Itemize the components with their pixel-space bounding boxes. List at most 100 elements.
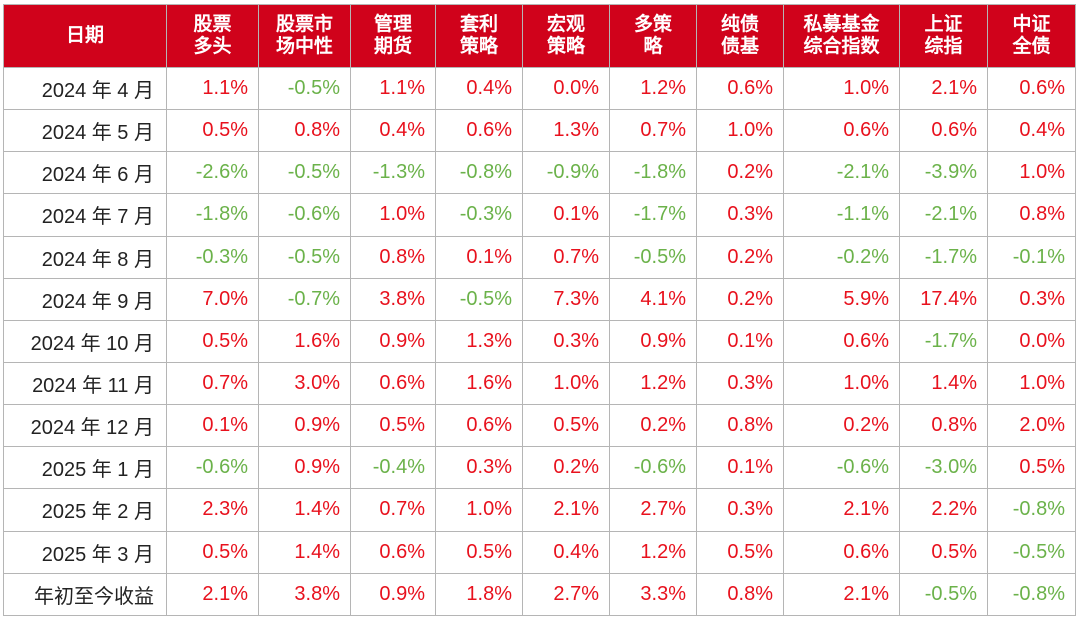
table-row: 2024 年 12 月 0.1% 0.9% 0.5% 0.6% 0.5% 0.2% 0.8% 0… [3,404,1076,448]
value-cell: -2.6% [166,151,259,195]
value-cell: -1.8% [166,193,259,237]
value-cell: -0.6% [609,446,697,490]
value-cell: 1.1% [350,66,436,111]
table-row: 2024 年 9 月 7.0% -0.7% 3.8% -0.5% 7.3% 4.1% 0.2%… [3,277,1076,321]
value-cell: 1.1% [166,66,259,111]
value-cell: -0.8% [435,151,523,195]
row-date-cell: 2024 年 5 月 [3,109,167,153]
value-cell: 0.1% [166,404,259,448]
value-cell: 2.0% [987,404,1076,448]
row-date-cell: 2024 年 7 月 [3,193,167,237]
value-cell: 0.6% [435,109,523,153]
row-date-cell: 2024 年 9 月 [3,277,167,321]
column-header-1: 股票 多头 [166,4,259,68]
value-cell: 0.6% [435,404,523,448]
value-cell: 0.7% [609,109,697,153]
value-cell: -0.4% [350,446,436,490]
value-cell: 2.1% [166,572,259,617]
value-cell: 0.9% [350,572,436,617]
value-cell: 0.2% [696,277,784,321]
value-cell: 0.4% [435,66,523,111]
value-cell: 1.0% [783,66,900,111]
value-cell: -0.5% [987,530,1076,574]
value-cell: 17.4% [899,277,988,321]
value-cell: 5.9% [783,277,900,321]
value-cell: 0.6% [899,109,988,153]
value-cell: 0.8% [696,572,784,617]
value-cell: 0.1% [696,446,784,490]
value-cell: 0.3% [435,446,523,490]
value-cell: -0.3% [166,235,259,279]
value-cell: 2.7% [609,488,697,532]
value-cell: 0.6% [783,530,900,574]
column-header-2: 股票市 场中性 [258,4,351,68]
table-row: 2025 年 2 月 2.3% 1.4% 0.7% 1.0% 2.1% 2.7% 0.3% 2.… [3,488,1076,532]
value-cell: 4.1% [609,277,697,321]
value-cell: -0.5% [258,235,351,279]
table-row: 2024 年 5 月 0.5% 0.8% 0.4% 0.6% 1.3% 0.7% 1.0% 0.… [3,109,1076,153]
column-header-9: 上证 综指 [899,4,988,68]
column-header-5: 宏观 策略 [522,4,610,68]
value-cell: 0.5% [166,109,259,153]
value-cell: 0.0% [987,319,1076,363]
value-cell: 1.6% [435,361,523,406]
value-cell: 1.3% [435,319,523,363]
value-cell: 0.2% [522,446,610,490]
value-cell: 0.3% [522,319,610,363]
column-header-8: 私募基金 综合指数 [783,4,900,68]
value-cell: 0.4% [522,530,610,574]
value-cell: 0.3% [696,193,784,237]
value-cell: 0.0% [522,66,610,111]
value-cell: -1.7% [899,235,988,279]
value-cell: 0.2% [696,151,784,195]
value-cell: -0.2% [783,235,900,279]
value-cell: 0.6% [350,361,436,406]
value-cell: 1.2% [609,530,697,574]
value-cell: 0.9% [350,319,436,363]
row-date-cell: 2024 年 8 月 [3,235,167,279]
value-cell: 0.2% [609,404,697,448]
value-cell: -1.1% [783,193,900,237]
value-cell: -0.5% [258,151,351,195]
value-cell: 0.6% [987,66,1076,111]
value-cell: 1.4% [258,488,351,532]
table-row: 2024 年 10 月 0.5% 1.6% 0.9% 1.3% 0.3% 0.9% 0.1% 0… [3,319,1076,363]
value-cell: 1.0% [350,193,436,237]
column-header-4: 套利 策略 [435,4,523,68]
table-row: 2024 年 6 月 -2.6% -0.5% -1.3% -0.8% -0.9% -1.8%… [3,151,1076,195]
row-date-cell: 2024 年 11 月 [3,361,167,406]
value-cell: 1.0% [435,488,523,532]
value-cell: 0.7% [166,361,259,406]
table-row: 2025 年 3 月 0.5% 1.4% 0.6% 0.5% 0.4% 1.2% 0.5% 0.… [3,530,1076,574]
table-row: 2024 年 11 月 0.7% 3.0% 0.6% 1.6% 1.0% 1.2% 0.3% 1… [3,361,1076,406]
table-body: 2024 年 4 月 1.1% -0.5% 1.1% 0.4% 0.0% 1.2% 0.6% 1… [3,66,1076,617]
value-cell: -1.3% [350,151,436,195]
column-header-10: 中证 全债 [987,4,1076,68]
value-cell: 7.0% [166,277,259,321]
value-cell: 0.3% [696,361,784,406]
value-cell: 0.3% [696,488,784,532]
value-cell: 0.6% [350,530,436,574]
value-cell: -0.8% [987,572,1076,617]
value-cell: 1.8% [435,572,523,617]
value-cell: -3.9% [899,151,988,195]
value-cell: -0.8% [987,488,1076,532]
value-cell: 0.8% [350,235,436,279]
value-cell: 3.8% [258,572,351,617]
value-cell: 0.9% [258,404,351,448]
value-cell: 0.1% [696,319,784,363]
row-date-cell: 2024 年 12 月 [3,404,167,448]
value-cell: 0.6% [783,109,900,153]
column-header-6: 多策 略 [609,4,697,68]
value-cell: 2.1% [783,572,900,617]
column-header-date: 日期 [3,4,167,68]
value-cell: -0.6% [166,446,259,490]
value-cell: 0.2% [783,404,900,448]
value-cell: 0.6% [696,66,784,111]
row-date-cell: 2024 年 4 月 [3,66,167,111]
value-cell: 1.0% [783,361,900,406]
value-cell: -3.0% [899,446,988,490]
value-cell: 0.8% [987,193,1076,237]
value-cell: 1.2% [609,66,697,111]
value-cell: 1.0% [987,361,1076,406]
